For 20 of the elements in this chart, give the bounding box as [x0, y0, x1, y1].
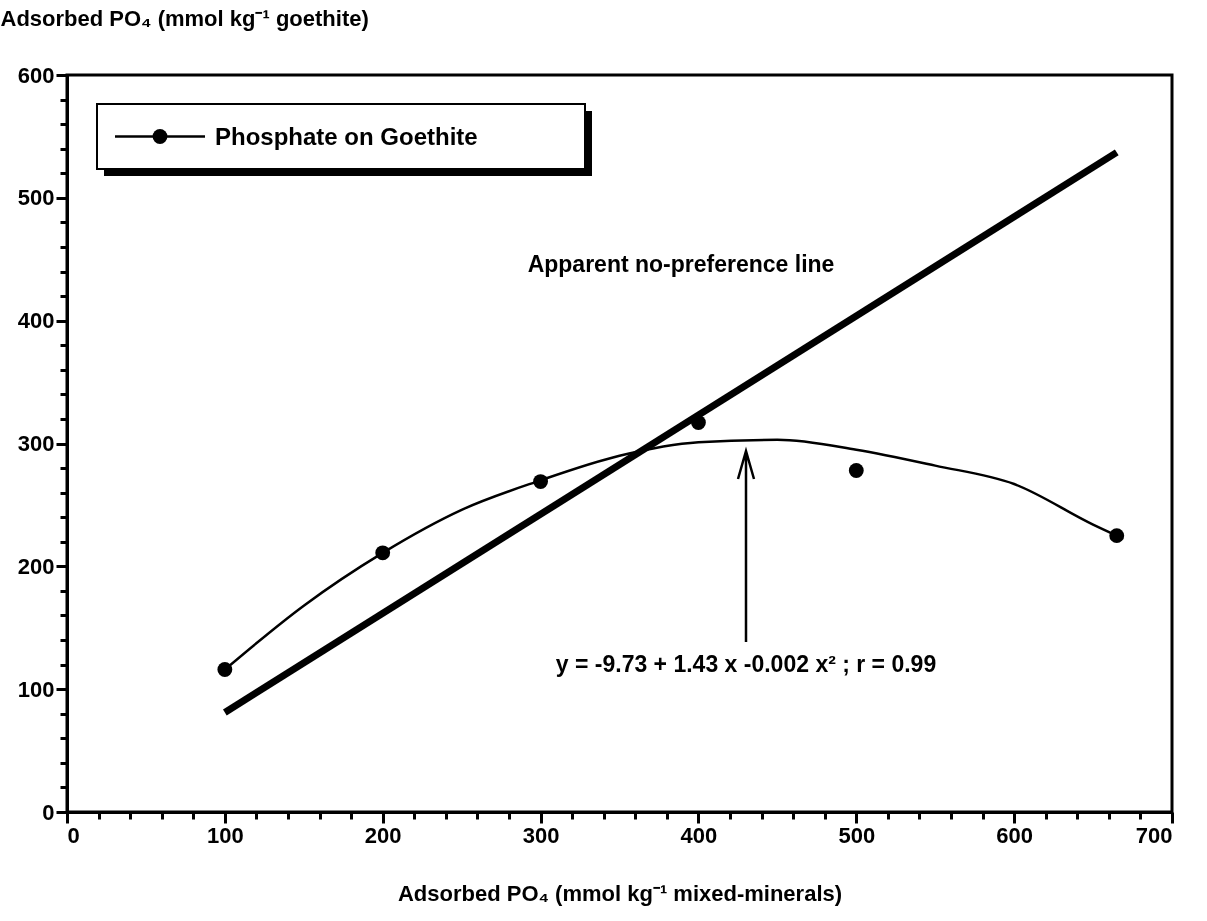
annotation: Apparent no-preference line [527, 251, 835, 277]
x-tick-label: 600 [996, 822, 1033, 848]
y-tick-label: 300 [17, 431, 55, 456]
x-tick-label: 300 [522, 822, 560, 848]
x-tick-label: 100 [207, 822, 244, 848]
x-tick-label: 400 [680, 822, 718, 848]
y-tick-label: 200 [17, 553, 55, 579]
y-tick-label: 600 [17, 62, 55, 88]
x-axis-title: Adsorbed PO₄ (mmol kg⁻¹ mixed-minerals) [397, 880, 843, 906]
y-tick-label: 100 [17, 676, 55, 702]
x-tick-label: 500 [838, 822, 876, 848]
legend-label: Phosphate on Goethite [215, 122, 478, 150]
annotation: y = -9.73 + 1.43 x -0.002 x² ; r = 0.99 [555, 651, 937, 677]
y-tick-label: 500 [17, 185, 55, 211]
y-tick-label: 0 [42, 799, 55, 825]
y-tick-label: 400 [17, 308, 55, 334]
x-tick-label: 0 [67, 822, 80, 848]
x-tick-label: 700 [1135, 822, 1173, 848]
x-tick-label: 200 [364, 822, 402, 848]
y-axis-title: Adsorbed PO₄ (mmol kg⁻¹ goethite) [0, 5, 369, 31]
